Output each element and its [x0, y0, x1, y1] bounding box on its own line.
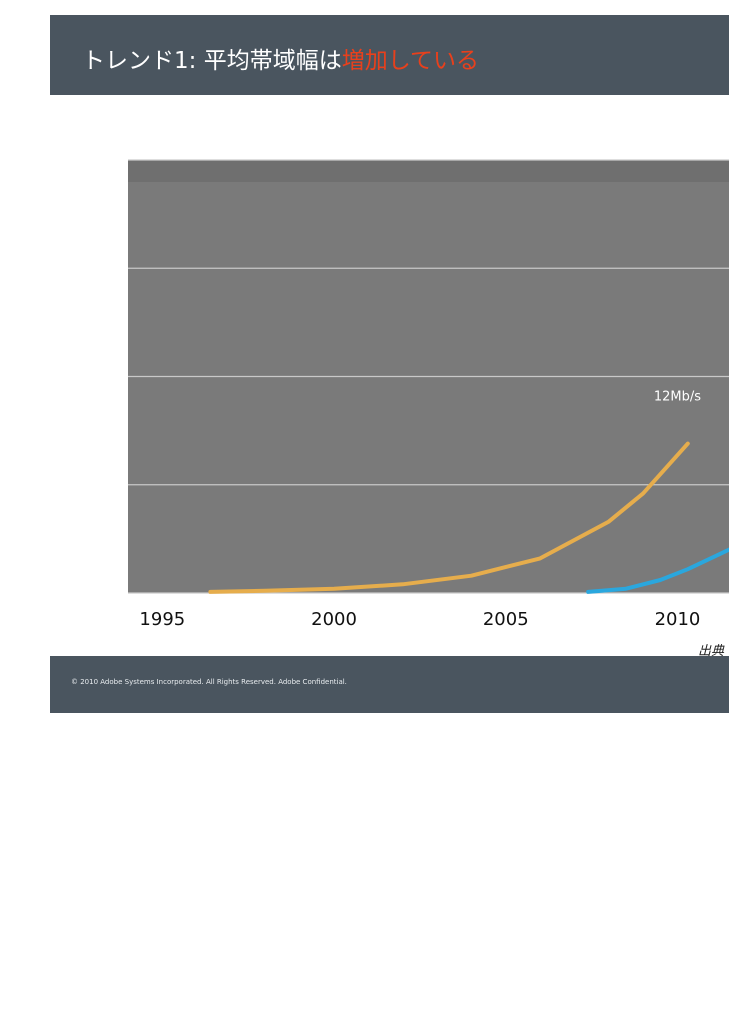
- plot-top-band: [128, 160, 729, 182]
- source-label: 出典: [698, 644, 725, 659]
- title-highlight: 増加している: [341, 48, 480, 74]
- slide-title: トレンド1: 平均帯域幅は増加している: [82, 41, 479, 75]
- x-tick-label: 2010: [655, 609, 701, 630]
- series-line-series-2: [586, 547, 729, 594]
- x-tick-label: 2000: [311, 609, 357, 630]
- x-tick-label: 2005: [483, 609, 529, 630]
- bandwidth-chart: 12Mb/s1995200020052010接続速度 (Mbps): [128, 159, 729, 630]
- title-text: トレンド1: 平均帯域幅は: [82, 48, 342, 74]
- footer-bar: © 2010 Adobe Systems Incorporated. All R…: [50, 656, 729, 713]
- data-label: 12Mb/s: [654, 389, 701, 404]
- copyright-text: © 2010 Adobe Systems Incorporated. All R…: [71, 678, 347, 686]
- title-bar: トレンド1: 平均帯域幅は増加している: [50, 15, 729, 95]
- slide: トレンド1: 平均帯域幅は増加している 12Mb/s 1995 2000 2005 20…: [50, 15, 729, 713]
- x-tick-label: 1995: [139, 609, 185, 630]
- series-line-series-1: [208, 441, 690, 594]
